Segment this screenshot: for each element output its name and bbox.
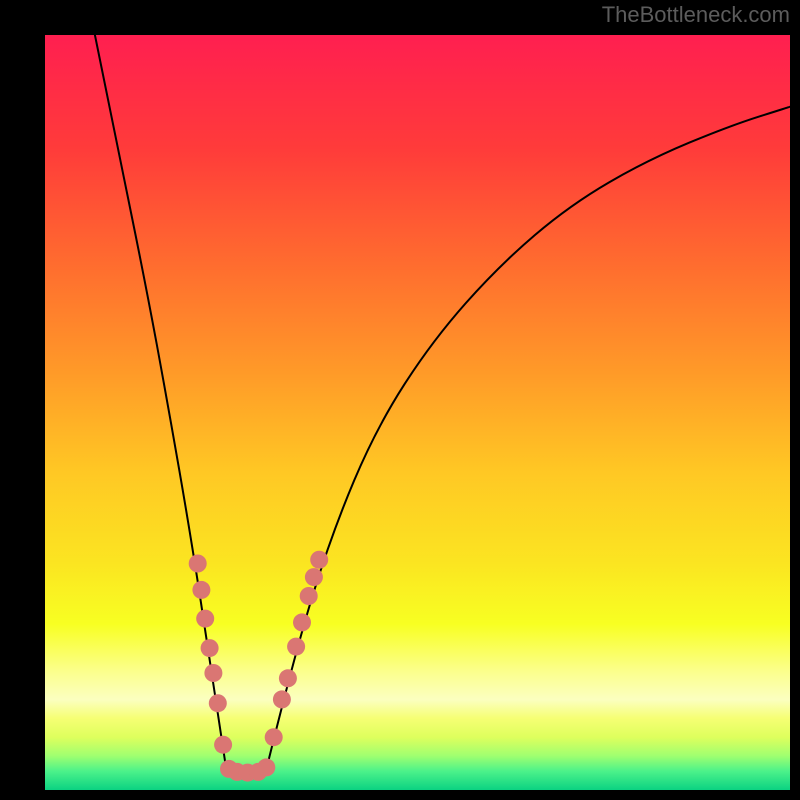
chart-svg: TheBottleneck.com [0,0,800,800]
marker-dot [204,664,222,682]
marker-dot [201,639,219,657]
marker-dot [300,587,318,605]
marker-dot [196,610,214,628]
marker-dot [214,736,232,754]
chart-container: TheBottleneck.com [0,0,800,800]
marker-dot [257,758,275,776]
marker-dot [293,613,311,631]
marker-dot [209,694,227,712]
marker-dot [192,581,210,599]
marker-dot [310,551,328,569]
marker-dot [273,690,291,708]
marker-dot [279,669,297,687]
marker-dot [189,555,207,573]
marker-dot [287,638,305,656]
watermark-text: TheBottleneck.com [602,2,790,27]
marker-dot [265,728,283,746]
marker-dot [305,568,323,586]
